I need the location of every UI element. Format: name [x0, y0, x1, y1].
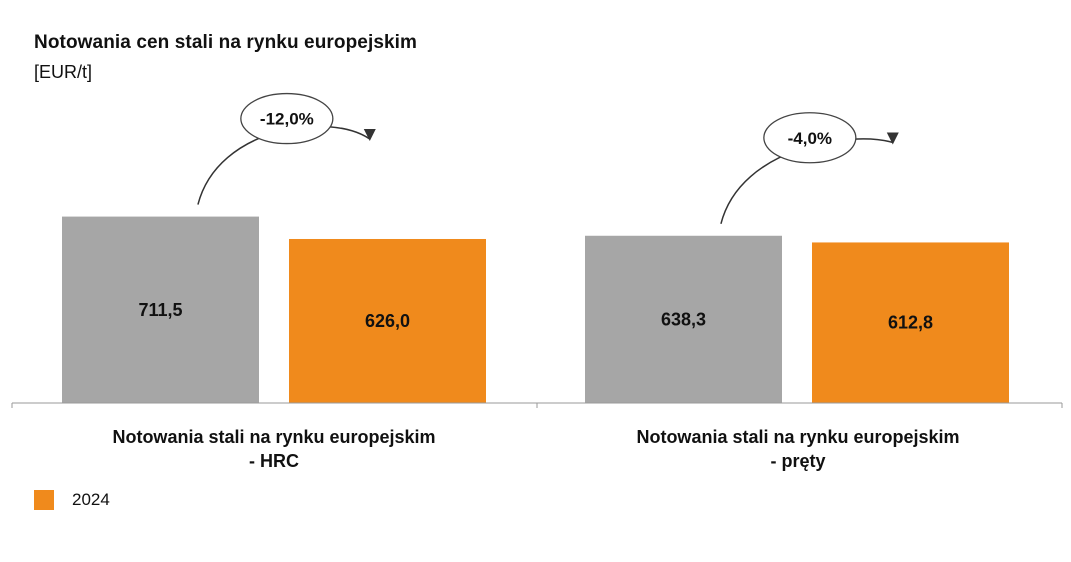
legend-swatch [34, 490, 54, 510]
x-axis [11, 402, 1063, 408]
arrow-head [363, 128, 376, 141]
bar-2024-0 [289, 238, 486, 403]
arrow-head [886, 132, 899, 145]
change-percent-label: -12,0% [260, 110, 314, 129]
category-label-line: - HRC [249, 451, 299, 471]
legend: 2024 [34, 490, 110, 510]
bar-value-label: 626,0 [365, 311, 410, 331]
bar-2024-1 [812, 242, 1009, 403]
chart-unit-label: [EUR/t] [34, 62, 93, 82]
legend-label: 2024 [72, 490, 110, 509]
bar-value-label: 711,5 [138, 300, 182, 320]
bar-gray-1 [585, 235, 782, 403]
bar-gray-0 [62, 216, 259, 403]
chart-title: Notowania cen stali na rynku europejskim [34, 32, 418, 53]
category-label-line: Notowania stali na rynku europejskim [636, 427, 960, 447]
change-bubble [240, 92, 334, 145]
bars-group: 711,5 626,0 638,3 612,8 [62, 216, 1009, 403]
change-bubble [763, 112, 857, 164]
category-label-line: Notowania stali na rynku europejskim [112, 427, 436, 447]
category-label-line: - pręty [770, 451, 826, 471]
category-label-prety: Notowania stali na rynku europejskim - p… [588, 425, 1008, 473]
bar-value-label: 638,3 [661, 309, 706, 329]
change-percent-label: -4,0% [788, 129, 832, 148]
bar-value-label: 612,8 [888, 313, 933, 333]
category-label-hrc: Notowania stali na rynku europejskim - H… [64, 425, 484, 473]
annotations-group: -12,0% -4,0% [197, 92, 899, 224]
